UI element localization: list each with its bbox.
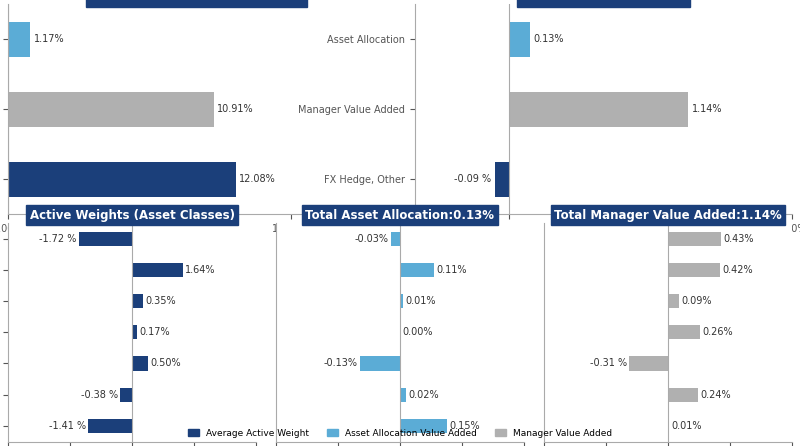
Bar bbox=[668, 231, 722, 246]
Text: 0.01%: 0.01% bbox=[406, 296, 436, 306]
Bar bbox=[495, 161, 510, 197]
Text: 0.24%: 0.24% bbox=[700, 390, 731, 400]
Text: -0.38 %: -0.38 % bbox=[81, 390, 118, 400]
Title: Total Manager Value Added:1.14%: Total Manager Value Added:1.14% bbox=[554, 209, 782, 222]
Text: -1.72 %: -1.72 % bbox=[39, 234, 76, 244]
Title: Total Value Added:1.17%: Total Value Added:1.17% bbox=[521, 0, 686, 3]
Text: -0.03%: -0.03% bbox=[354, 234, 388, 244]
Text: -0.31 %: -0.31 % bbox=[590, 359, 627, 368]
Text: 0.43%: 0.43% bbox=[724, 234, 754, 244]
Bar bbox=[8, 22, 30, 57]
Bar bbox=[400, 388, 406, 402]
Text: 0.11%: 0.11% bbox=[437, 265, 467, 275]
Text: 0.15%: 0.15% bbox=[449, 421, 480, 431]
Text: -0.09 %: -0.09 % bbox=[454, 174, 491, 184]
Bar bbox=[400, 263, 434, 277]
Text: 12.08%: 12.08% bbox=[239, 174, 276, 184]
Title: Total Pension Fund Performance: Total Pension Fund Performance bbox=[90, 0, 304, 3]
Bar bbox=[78, 231, 132, 246]
Text: 0.50%: 0.50% bbox=[150, 359, 181, 368]
Bar bbox=[668, 325, 700, 339]
Bar bbox=[510, 92, 688, 127]
Bar bbox=[132, 294, 143, 308]
Bar bbox=[668, 419, 669, 433]
Bar bbox=[630, 356, 668, 371]
Bar bbox=[360, 356, 400, 371]
Text: 0.02%: 0.02% bbox=[409, 390, 439, 400]
Text: 1.14%: 1.14% bbox=[692, 104, 722, 114]
Bar bbox=[8, 161, 236, 197]
Bar bbox=[400, 419, 446, 433]
Text: 1.17%: 1.17% bbox=[34, 34, 65, 45]
Text: 0.35%: 0.35% bbox=[146, 296, 176, 306]
Bar bbox=[668, 263, 720, 277]
Text: 10.91%: 10.91% bbox=[218, 104, 254, 114]
Text: 0.17%: 0.17% bbox=[140, 327, 170, 337]
Bar bbox=[390, 231, 400, 246]
Text: 0.26%: 0.26% bbox=[702, 327, 734, 337]
Text: -0.13%: -0.13% bbox=[323, 359, 358, 368]
Text: 0.09%: 0.09% bbox=[682, 296, 712, 306]
Bar bbox=[8, 92, 214, 127]
Bar bbox=[88, 419, 132, 433]
Bar bbox=[132, 356, 147, 371]
Title: Active Weights (Asset Classes): Active Weights (Asset Classes) bbox=[30, 209, 234, 222]
Bar bbox=[668, 388, 698, 402]
Bar bbox=[132, 263, 183, 277]
Legend: Average Active Weight, Asset Allocation Value Added, Manager Value Added: Average Active Weight, Asset Allocation … bbox=[184, 425, 616, 442]
Title: Total Asset Allocation:0.13%: Total Asset Allocation:0.13% bbox=[306, 209, 494, 222]
Text: 1.64%: 1.64% bbox=[186, 265, 216, 275]
Bar bbox=[132, 325, 138, 339]
Bar bbox=[668, 294, 679, 308]
Bar bbox=[510, 22, 530, 57]
Bar bbox=[400, 294, 403, 308]
Text: 0.01%: 0.01% bbox=[672, 421, 702, 431]
Text: -1.41 %: -1.41 % bbox=[49, 421, 86, 431]
Text: 0.00%: 0.00% bbox=[402, 327, 433, 337]
Text: 0.13%: 0.13% bbox=[534, 34, 564, 45]
Text: 0.42%: 0.42% bbox=[722, 265, 753, 275]
Bar bbox=[120, 388, 132, 402]
